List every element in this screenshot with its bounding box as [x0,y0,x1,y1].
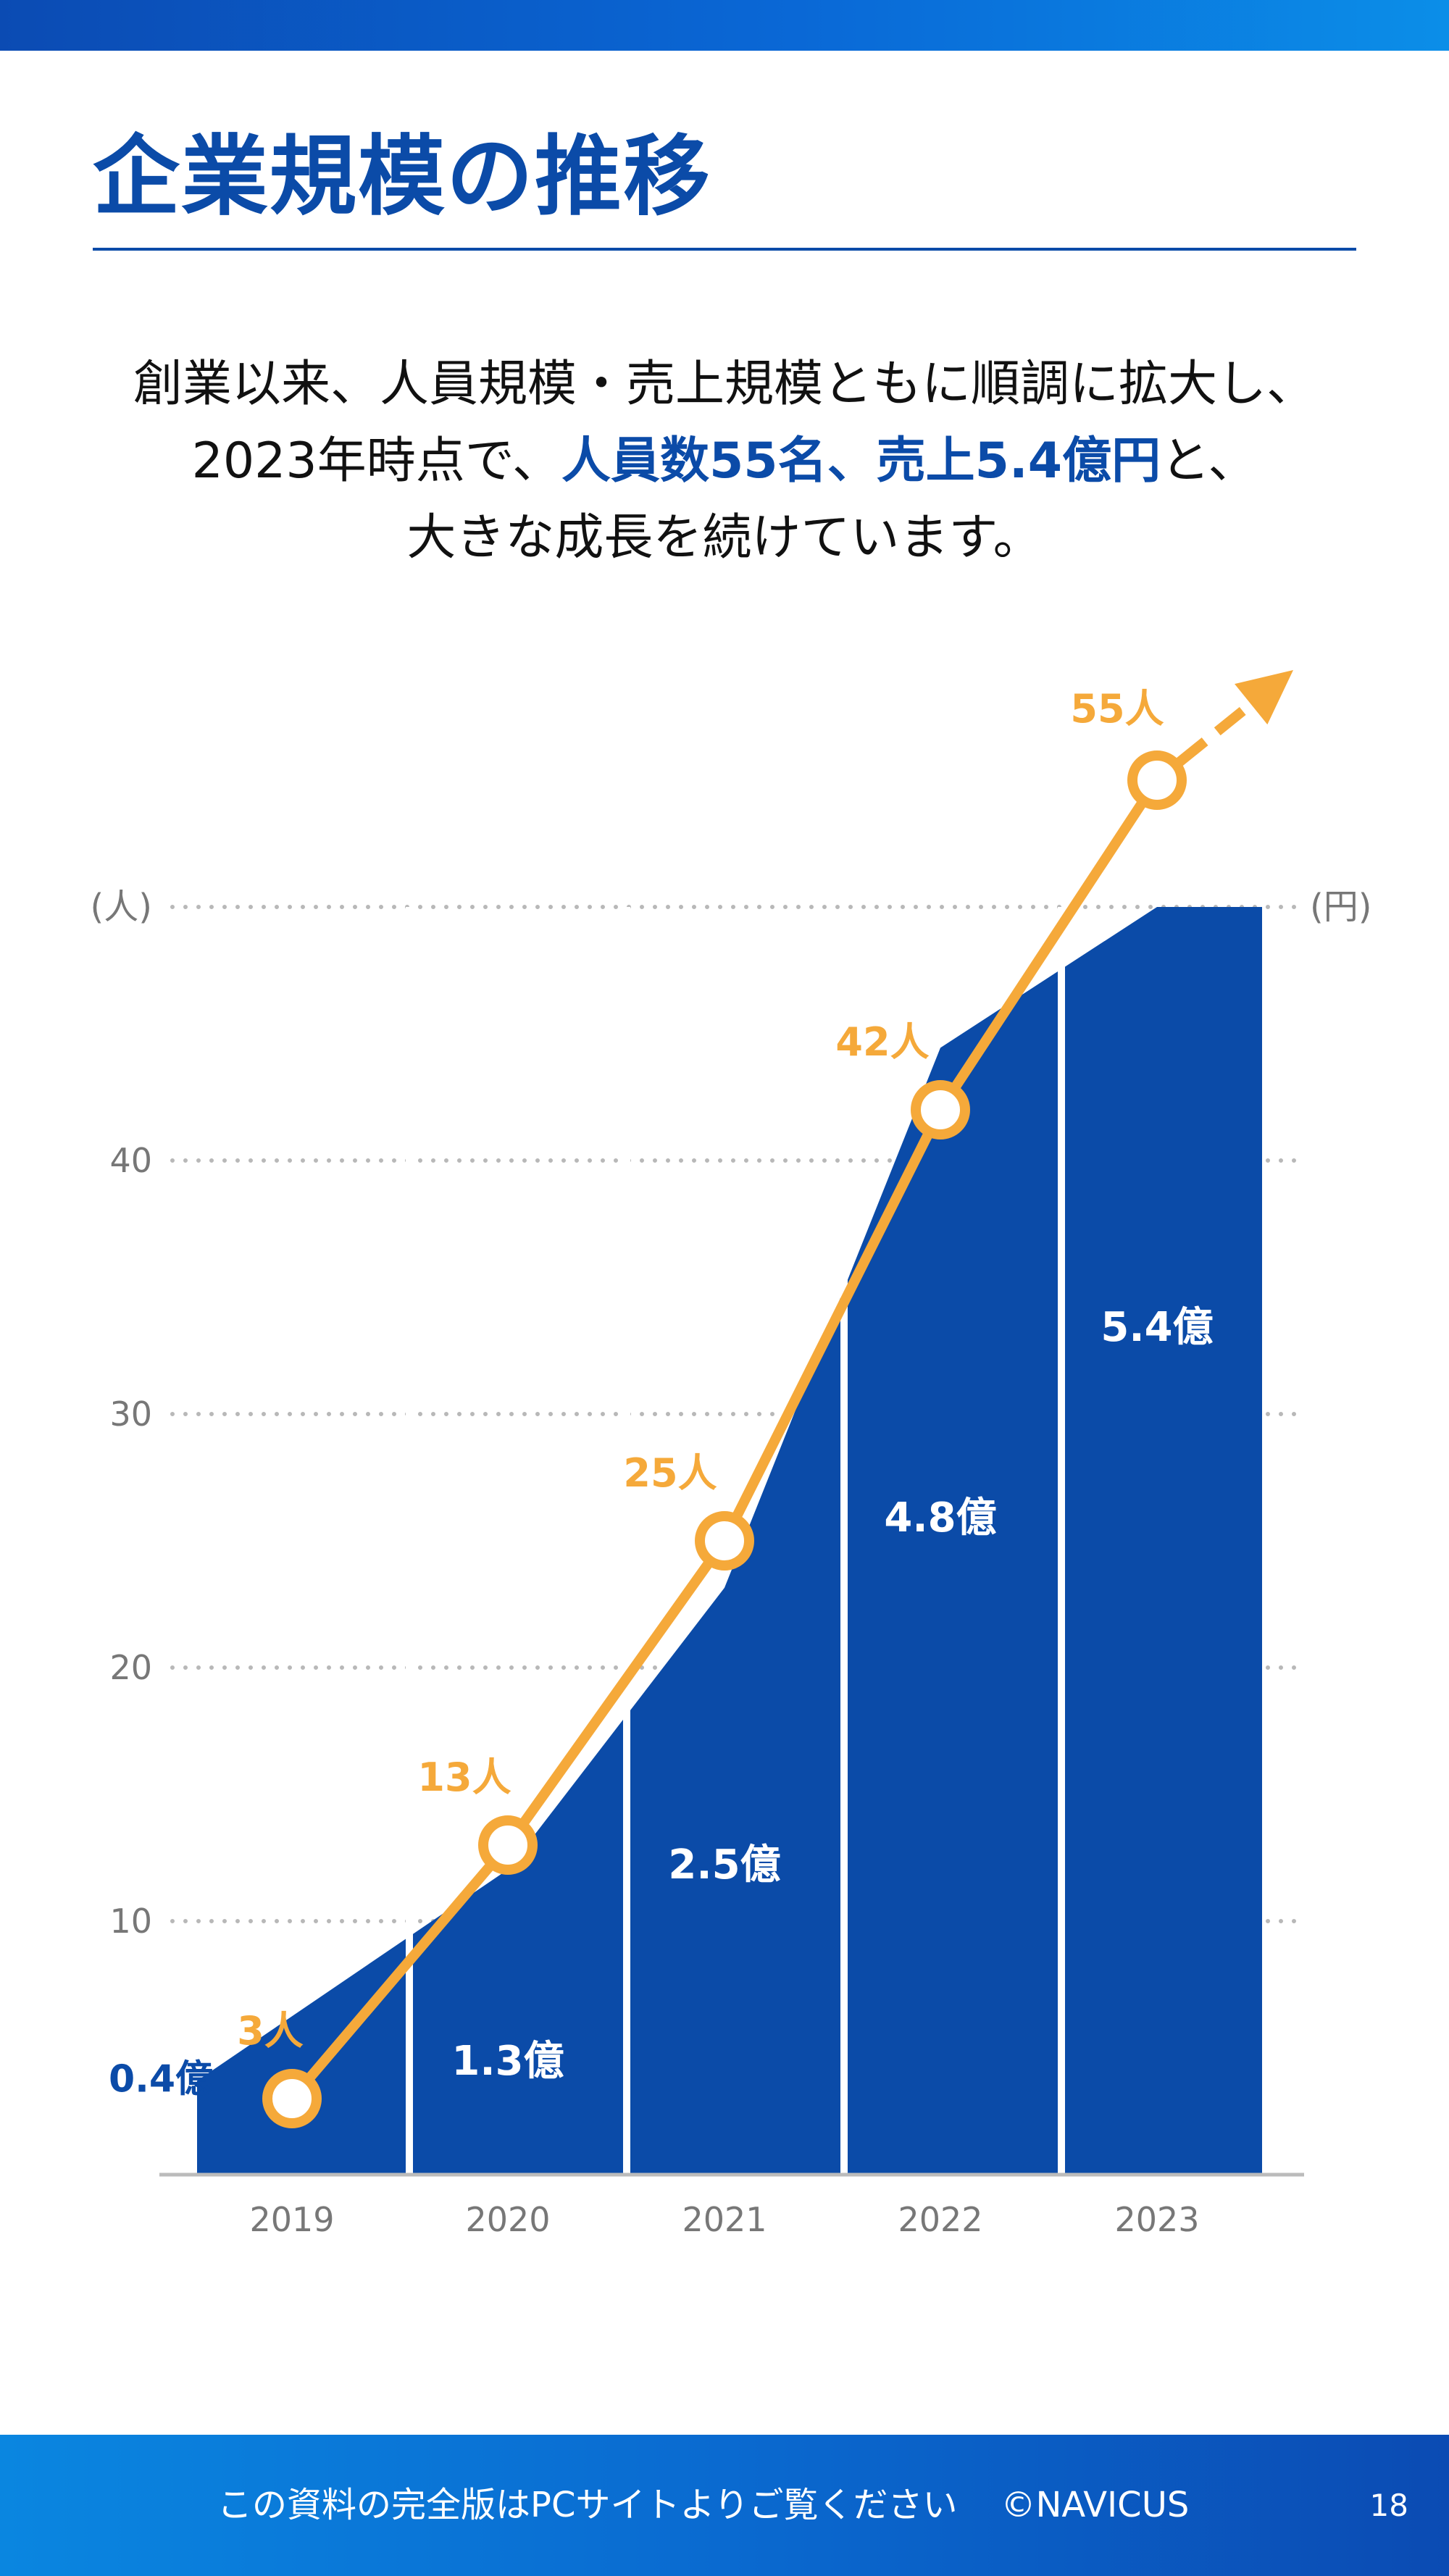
column-separator [1058,907,1065,2175]
page-number: 18 [1369,2488,1408,2523]
intro-line-2-post: と、 [1161,432,1258,490]
column-separator [623,907,630,2175]
headcount-marker [478,1815,538,1875]
headcount-label: 25人 [623,1450,717,1496]
intro-line-3: 大きな成長を続けています。 [406,509,1043,566]
copyright: ©NAVICUS [1001,2485,1190,2525]
y-tick-label: 30 [109,1394,152,1434]
headcount-marker [262,2069,322,2128]
x-tick-label: 2021 [682,2200,767,2239]
headcount-label: 3人 [237,2008,304,2054]
revenue-label: 4.8億 [884,1494,996,1542]
revenue-label: 5.4億 [1101,1304,1213,1351]
headcount-marker [695,1511,754,1571]
title-underline [93,248,1356,251]
headcount-label: 55人 [1070,686,1164,732]
left-axis-unit: (人) [91,887,152,927]
headcount-marker [911,1080,970,1139]
intro-highlight: 人員数55名、売上5.4億円 [561,432,1161,490]
headcount-label: 13人 [417,1755,511,1800]
x-tick-label: 2019 [249,2200,334,2239]
revenue-label: 1.3億 [451,2038,564,2085]
headcount-marker [1127,750,1187,810]
y-tick-label: 40 [109,1141,152,1180]
right-axis-unit: (円) [1310,887,1371,927]
page-title: 企業規模の推移 [93,127,711,227]
intro-line-1: 創業以来、人員規模・売上規模ともに順調に拡大し、 [133,356,1316,413]
top-accent-bar [0,0,1449,51]
column-separator [840,907,848,2175]
y-tick-label: 20 [109,1648,152,1687]
column-separator [406,907,413,2175]
growth-chart: 10 20 30 40 (人) (円) 2019 2020 2021 2022 2023 0.4億 1.… [91,670,1371,2239]
footer-text: この資料の完全版はPCサイトよりご覧ください ©NAVICUS [217,2435,1189,2576]
x-tick-label: 2023 [1114,2200,1199,2239]
revenue-area [197,907,1262,2175]
intro-paragraph: 創業以来、人員規模・売上規模ともに順調に拡大し、 2023年時点で、人員数55名… [0,346,1449,577]
revenue-label: 2.5億 [668,1841,780,1889]
headcount-label: 42人 [835,1019,929,1065]
x-tick-label: 2022 [898,2200,982,2239]
intro-line-2-pre: 2023年時点で、 [191,432,561,490]
y-tick-label: 10 [109,1902,152,1941]
intro-line-2: 2023年時点で、人員数55名、売上5.4億円と、 [0,423,1449,500]
x-tick-label: 2020 [465,2200,550,2239]
footer-bar: この資料の完全版はPCサイトよりご覧ください ©NAVICUS 18 [0,2435,1449,2576]
footer-note: この資料の完全版はPCサイトよりご覧ください [217,2485,958,2525]
revenue-label: 0.4億 [109,2057,213,2101]
trend-arrowhead [1235,670,1293,725]
